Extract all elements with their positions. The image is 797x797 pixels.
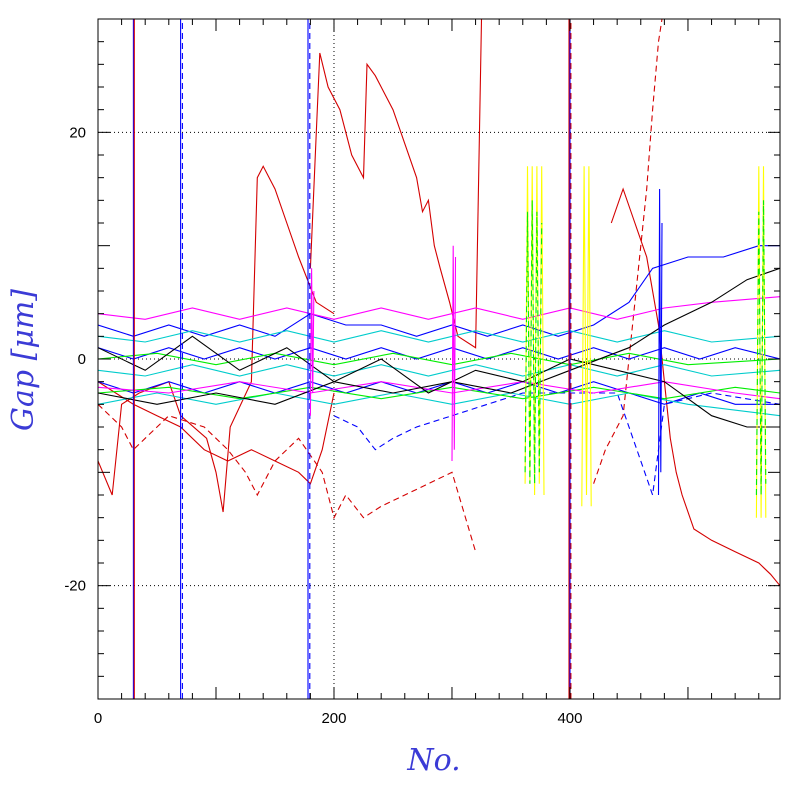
series-line-23 xyxy=(524,200,543,484)
series-line-3 xyxy=(309,19,483,349)
y-tick-label: 20 xyxy=(69,124,86,141)
series-line-16 xyxy=(98,296,780,320)
series-lines xyxy=(98,19,780,699)
series-line-5 xyxy=(98,403,477,552)
series-line-1 xyxy=(98,165,335,513)
y-tick-label: -20 xyxy=(64,578,86,595)
series-line-36 xyxy=(451,245,457,462)
series-line-10 xyxy=(333,392,780,496)
series-line-34 xyxy=(657,188,663,496)
series-line-14 xyxy=(98,352,780,366)
series-line-19 xyxy=(98,267,780,405)
x-tick-label: 400 xyxy=(557,710,582,727)
series-line-7 xyxy=(98,245,780,337)
series-line-24 xyxy=(755,200,767,496)
series-line-12 xyxy=(98,364,780,377)
axis-ticks xyxy=(97,18,780,700)
x-axis-title: No. xyxy=(406,743,460,778)
series-line-4 xyxy=(610,187,780,587)
y-tick-label: 0 xyxy=(78,351,86,368)
series-line-21 xyxy=(581,166,592,507)
tick-labels: 0 200 400 -20 0 20 xyxy=(64,124,582,727)
x-tick-label: 200 xyxy=(321,710,346,727)
series-line-6 xyxy=(593,19,663,484)
y-axis-title: Gap [μm] xyxy=(6,289,41,431)
series-line-35 xyxy=(309,268,315,416)
x-tick-label: 0 xyxy=(94,710,102,727)
